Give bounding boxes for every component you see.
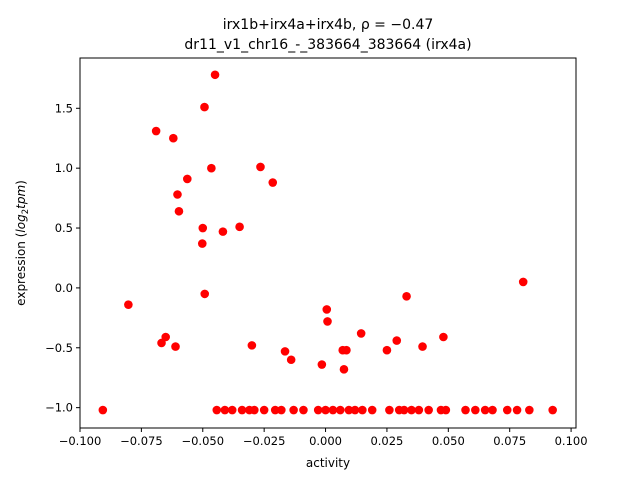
scatter-point bbox=[200, 289, 210, 299]
x-tick-label: 0.050 bbox=[432, 434, 465, 448]
scatter-point bbox=[124, 300, 133, 309]
scatter-point bbox=[250, 405, 259, 415]
plot-area-frame bbox=[79, 57, 577, 429]
y-tick-label: −1.0 bbox=[45, 401, 73, 415]
scatter-point bbox=[268, 178, 278, 187]
x-tick-label: −0.050 bbox=[181, 434, 224, 448]
scatter-point bbox=[151, 126, 161, 136]
x-tick-label: −0.075 bbox=[120, 434, 163, 448]
scatter-point bbox=[247, 341, 257, 350]
x-tick-label: −0.025 bbox=[243, 434, 286, 448]
scatter-point bbox=[512, 405, 522, 415]
scatter-point bbox=[367, 405, 377, 415]
scatter-point bbox=[210, 70, 220, 80]
scatter-point bbox=[392, 336, 402, 345]
scatter-point bbox=[235, 222, 244, 232]
scatter-point bbox=[502, 405, 512, 415]
scatter-point bbox=[418, 342, 427, 351]
scatter-point bbox=[313, 405, 323, 415]
x-tick-label: 0.075 bbox=[493, 434, 526, 448]
y-tick-label: 0.0 bbox=[55, 281, 73, 295]
y-axis-label: expression (log2tpm) bbox=[14, 180, 31, 306]
scatter-point bbox=[200, 102, 209, 112]
scatter-point bbox=[461, 405, 470, 415]
scatter-point bbox=[402, 291, 411, 301]
x-tick-label: 0.100 bbox=[555, 434, 588, 448]
scatter-point bbox=[183, 174, 192, 184]
scatter-point bbox=[218, 227, 228, 236]
scatter-point bbox=[441, 405, 451, 415]
scatter-point bbox=[342, 345, 351, 355]
scatter-point bbox=[286, 355, 296, 365]
scatter-point bbox=[169, 133, 178, 143]
scatter-point bbox=[277, 405, 286, 415]
scatter-point bbox=[471, 405, 480, 415]
scatter-point bbox=[289, 405, 298, 415]
scatter-point bbox=[548, 405, 557, 415]
x-tick-label: 0.000 bbox=[309, 434, 342, 448]
scatter-point bbox=[299, 405, 308, 415]
scatter-point bbox=[350, 405, 360, 415]
scatter-point bbox=[382, 345, 392, 355]
y-tick-label: 0.5 bbox=[55, 221, 73, 235]
y-tick-label: 1.0 bbox=[55, 161, 73, 175]
scatter-point bbox=[424, 405, 433, 415]
axis-ticks: −0.100 −0.075 −0.050 −0.025 0.000 0.025 0.050 0… bbox=[45, 101, 587, 448]
data-points bbox=[98, 70, 557, 415]
y-axis-label-log: log bbox=[14, 214, 28, 233]
scatter-point bbox=[339, 365, 349, 374]
scatter-point bbox=[385, 405, 394, 415]
scatter-point bbox=[227, 405, 237, 415]
scatter-point bbox=[270, 405, 280, 415]
scatter-point bbox=[321, 405, 330, 415]
scatter-point bbox=[322, 305, 332, 314]
scatter-point bbox=[358, 405, 367, 415]
scatter-point bbox=[237, 405, 247, 415]
scatter-point bbox=[280, 347, 290, 356]
y-axis-label-prefix: expression ( bbox=[14, 233, 28, 306]
chart-title-line-2: dr11_v1_chr16_-_383664_383664 (irx4a) bbox=[184, 37, 471, 53]
chart-title-line-1: irx1b+irx4a+irx4b, ρ = −0.47 bbox=[223, 17, 434, 33]
y-tick-label: 1.5 bbox=[55, 101, 73, 115]
scatter-point bbox=[161, 332, 170, 342]
scatter-point bbox=[480, 405, 490, 415]
scatter-point bbox=[335, 405, 345, 415]
scatter-point bbox=[356, 329, 366, 338]
scatter-point bbox=[323, 317, 332, 326]
scatter-point bbox=[220, 405, 230, 415]
scatter-point bbox=[414, 405, 424, 415]
scatter-point bbox=[407, 405, 416, 415]
x-axis-label: activity bbox=[306, 456, 350, 470]
scatter-point bbox=[328, 405, 338, 415]
scatter-point bbox=[212, 405, 222, 415]
x-tick-label: −0.100 bbox=[59, 434, 102, 448]
scatter-point bbox=[171, 342, 180, 351]
scatter-point bbox=[157, 338, 166, 348]
y-axis-label-suffix: ) bbox=[14, 180, 28, 185]
scatter-point bbox=[399, 405, 409, 415]
scatter-point bbox=[488, 405, 497, 415]
scatter-point bbox=[256, 162, 265, 172]
y-axis-label-subscript: 2 bbox=[21, 209, 31, 214]
scatter-point bbox=[198, 223, 208, 233]
scatter-point bbox=[207, 163, 216, 173]
x-tick-label: 0.025 bbox=[370, 434, 403, 448]
y-axis-label-tpm: tpm bbox=[14, 185, 28, 209]
scatter-point bbox=[525, 405, 534, 415]
scatter-point bbox=[98, 405, 108, 415]
scatter-point bbox=[518, 277, 528, 287]
scatter-point bbox=[317, 360, 327, 369]
scatter-point bbox=[344, 405, 354, 415]
scatter-point bbox=[197, 239, 207, 248]
scatter-point bbox=[259, 405, 269, 415]
scatter-point bbox=[174, 206, 184, 216]
scatter-point bbox=[173, 190, 182, 199]
scatter-point bbox=[439, 332, 448, 342]
y-tick-label: −0.5 bbox=[45, 341, 73, 355]
